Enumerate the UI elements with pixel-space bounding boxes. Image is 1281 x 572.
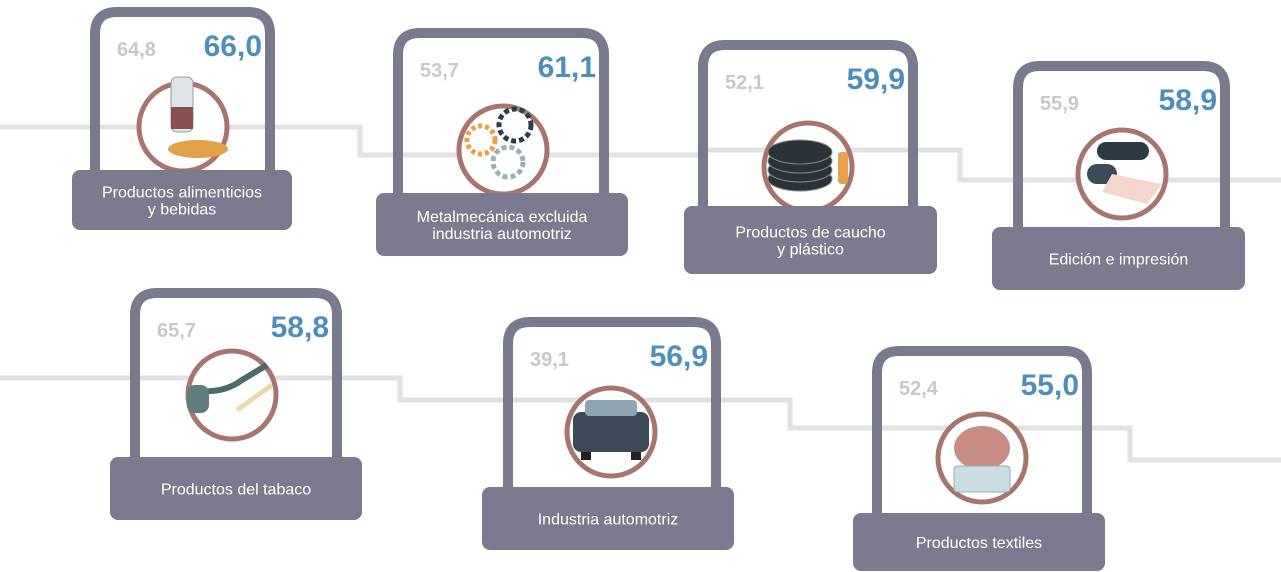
current-value: 61,1: [538, 51, 596, 84]
icon: [1097, 142, 1149, 160]
infographic: 64,8 66,0 Productos alimenticiosy bebidas 5…: [0, 0, 1281, 572]
icon: [581, 452, 591, 460]
previous-value: 65,7: [157, 320, 196, 342]
current-value: 66,0: [204, 30, 262, 63]
current-value: 56,9: [650, 340, 708, 373]
label: Productos textiles: [916, 535, 1042, 552]
label: Productos alimenticios: [102, 185, 262, 202]
label: Productos de caucho: [735, 225, 885, 242]
card: 39,1 56,9 Industria automotriz: [482, 322, 734, 550]
page: 64,8 66,0 Productos alimenticiosy bebidas 5…: [0, 0, 1281, 572]
card: 53,7 61,1 Metalmecánica excluidaindustria …: [376, 33, 628, 256]
label: Edición e impresión: [1049, 252, 1189, 269]
icon: [838, 152, 848, 184]
current-value: 55,0: [1021, 369, 1079, 402]
card: 52,4 55,0 Productos textiles: [853, 351, 1105, 571]
icon: [954, 466, 1010, 492]
icon: [585, 400, 637, 416]
icon: [573, 412, 649, 452]
icon: [954, 426, 1010, 470]
label: Productos del tabaco: [161, 482, 311, 499]
previous-value: 39,1: [530, 349, 569, 371]
icon: [768, 140, 832, 164]
icon: [631, 452, 641, 460]
label: y plástico: [777, 242, 844, 259]
current-value: 59,9: [847, 63, 905, 96]
previous-value: 52,1: [725, 72, 764, 94]
icon: [171, 107, 193, 129]
previous-value: 55,9: [1040, 93, 1079, 115]
label: Metalmecánica excluida: [417, 209, 588, 226]
label: y bebidas: [148, 202, 217, 219]
previous-value: 64,8: [117, 39, 156, 61]
current-value: 58,9: [1159, 84, 1217, 117]
current-value: 58,8: [271, 311, 329, 344]
icon: [168, 140, 228, 158]
previous-value: 52,4: [899, 378, 939, 400]
icon: [187, 385, 209, 413]
label: industria automotriz: [432, 226, 572, 243]
previous-value: 53,7: [420, 60, 459, 82]
card: 65,7 58,8 Productos del tabaco: [110, 293, 362, 520]
label: Industria automotriz: [538, 512, 679, 529]
